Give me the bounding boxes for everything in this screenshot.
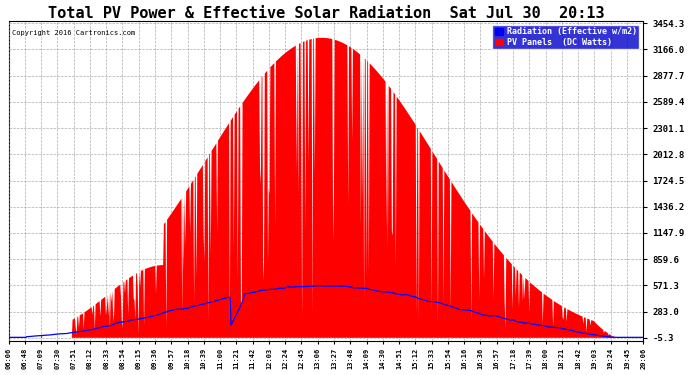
Text: Copyright 2016 Cartronics.com: Copyright 2016 Cartronics.com [12, 30, 135, 36]
Legend: Radiation (Effective w/m2), PV Panels  (DC Watts): Radiation (Effective w/m2), PV Panels (D… [493, 25, 639, 50]
Title: Total PV Power & Effective Solar Radiation  Sat Jul 30  20:13: Total PV Power & Effective Solar Radiati… [48, 6, 604, 21]
